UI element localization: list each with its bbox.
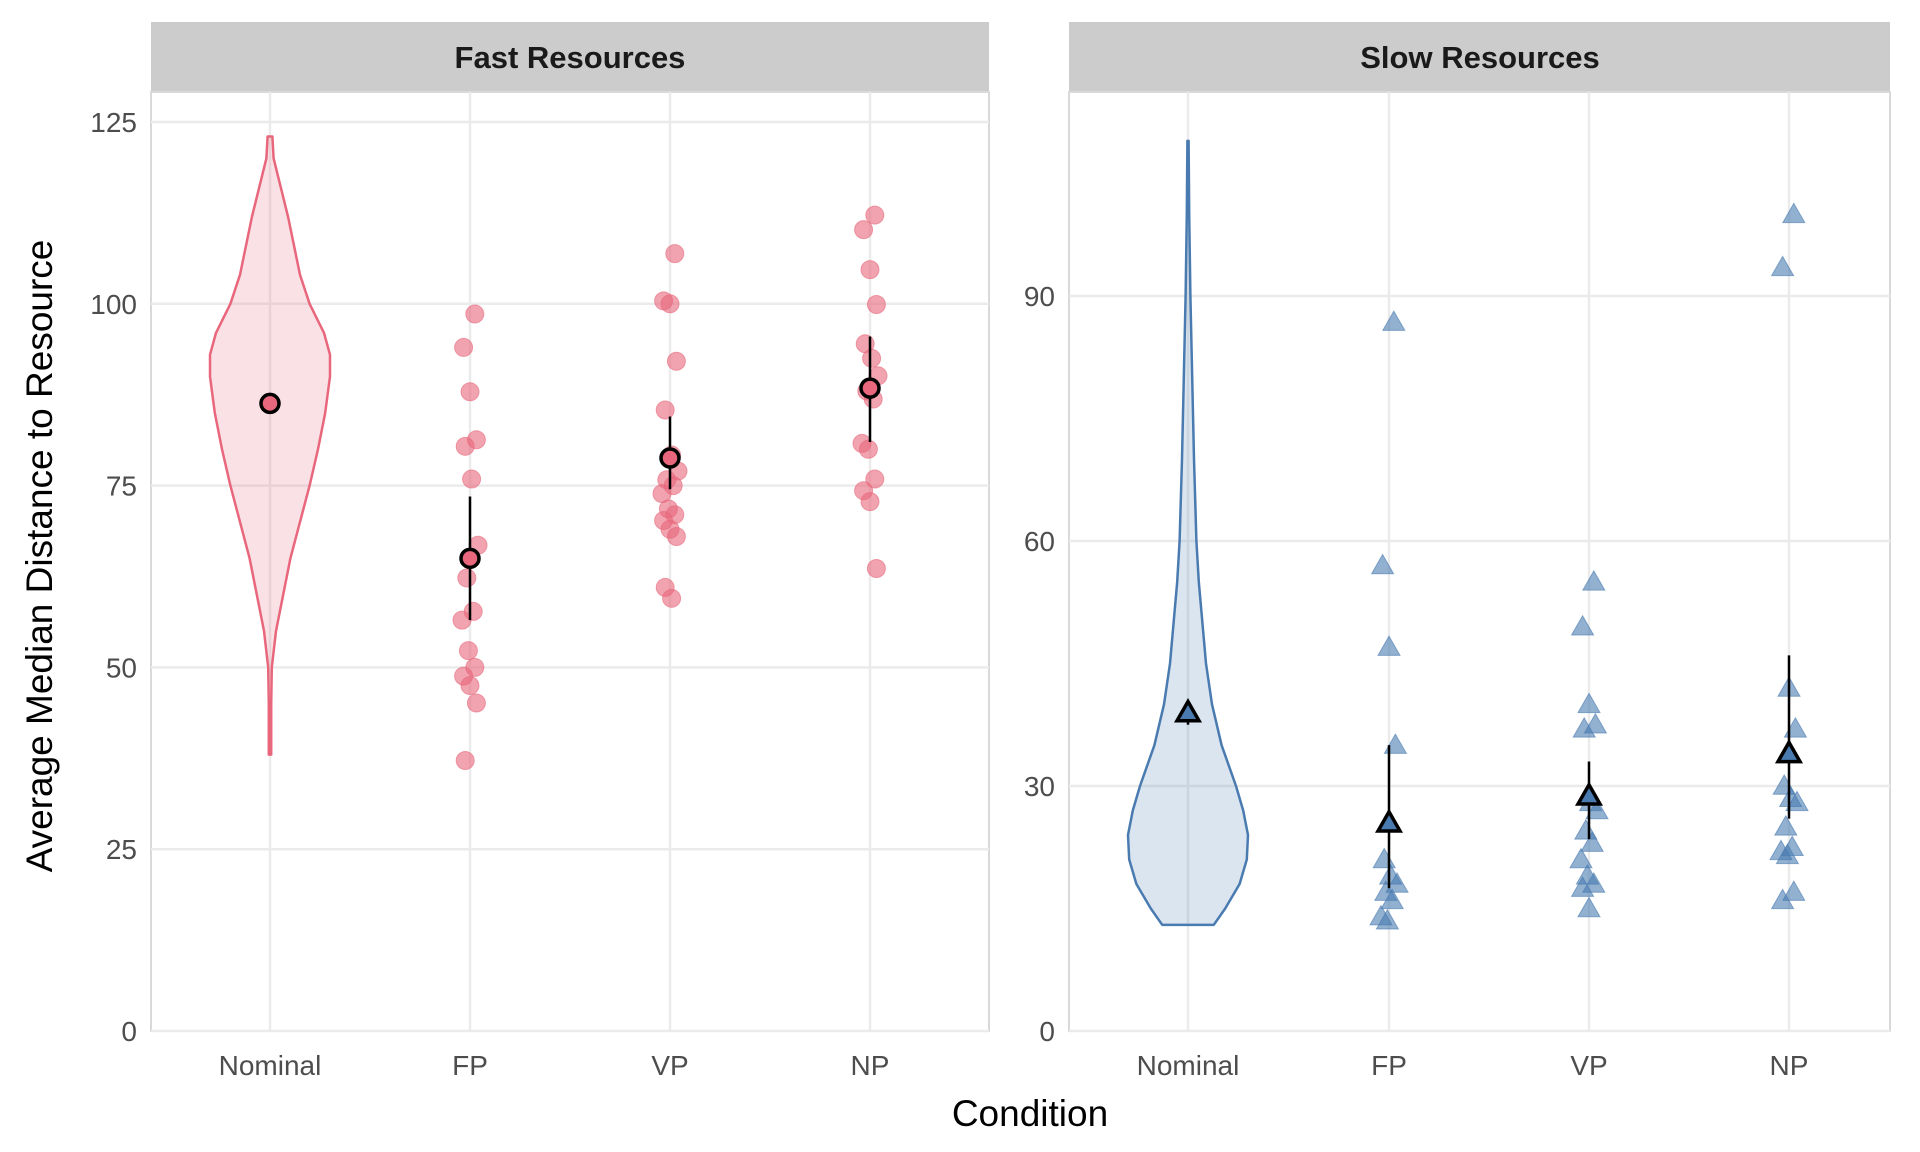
data-point xyxy=(465,304,485,324)
facet-strip-slow xyxy=(1069,22,1890,92)
data-point xyxy=(860,492,880,512)
data-point xyxy=(462,469,482,489)
mean-marker xyxy=(859,377,881,399)
x-ticks-fast: Nominal FP VP NP xyxy=(219,1050,890,1081)
data-point xyxy=(1380,888,1405,910)
data-point xyxy=(1785,790,1809,812)
mean-marker xyxy=(259,392,281,415)
data-point xyxy=(860,260,880,280)
mean-marker xyxy=(1574,781,1604,806)
data-point xyxy=(1581,569,1606,591)
y-tick-label: 0 xyxy=(1039,1016,1055,1047)
data-point xyxy=(1580,831,1605,852)
data-point xyxy=(1370,553,1395,575)
data-point xyxy=(1585,798,1609,820)
data-point xyxy=(460,676,480,696)
panel-fast-resources: Fast Resources 0 25 50 75 100 125 Nomina… xyxy=(90,22,990,1081)
data-point xyxy=(666,527,686,547)
facet-title-fast: Fast Resources xyxy=(455,40,686,75)
y-tick-label: 30 xyxy=(1024,771,1055,802)
mean-marker xyxy=(1173,697,1203,723)
x-tick-label: VP xyxy=(1570,1050,1607,1081)
data-point xyxy=(1572,716,1597,738)
data-point xyxy=(1577,896,1601,918)
violin-shape xyxy=(208,135,332,756)
data-point xyxy=(866,295,886,315)
data-point xyxy=(865,469,885,489)
mean-marker xyxy=(659,447,681,469)
data-point xyxy=(865,205,885,225)
data-point xyxy=(665,244,685,264)
x-tick-label: FP xyxy=(1371,1050,1407,1081)
data-point xyxy=(858,439,878,459)
data-point xyxy=(1375,908,1400,930)
data-point xyxy=(660,294,680,314)
data-point xyxy=(1773,814,1798,836)
data-point xyxy=(455,750,475,770)
violin-fast xyxy=(208,135,332,756)
facet-title-slow: Slow Resources xyxy=(1360,40,1599,75)
data-point xyxy=(454,337,474,357)
gridlines-fast xyxy=(150,91,990,1033)
data-point xyxy=(1577,692,1601,714)
data-point xyxy=(1569,847,1593,869)
x-tick-label: Nominal xyxy=(1137,1050,1240,1081)
x-axis-title: Condition xyxy=(952,1093,1108,1134)
data-point xyxy=(452,610,472,630)
violin-slow xyxy=(1126,139,1250,927)
data-point xyxy=(458,641,478,661)
x-tick-label: NP xyxy=(851,1050,890,1081)
data-point xyxy=(666,351,686,371)
x-tick-label: Nominal xyxy=(219,1050,322,1081)
data-point xyxy=(1770,888,1795,910)
data-point xyxy=(1385,871,1409,893)
data-point xyxy=(1781,202,1806,224)
summary-fast xyxy=(259,336,881,621)
data-point xyxy=(455,436,475,456)
data-point xyxy=(1781,880,1806,901)
data-point xyxy=(1770,255,1795,277)
data-point xyxy=(466,693,486,713)
facet-strip-fast xyxy=(151,22,989,92)
y-axis-title: Average Median Distance to Resource xyxy=(19,240,60,873)
data-point xyxy=(1570,614,1595,636)
data-point xyxy=(1381,310,1406,331)
x-tick-label: FP xyxy=(452,1050,488,1081)
y-ticks-slow: 0 30 60 90 xyxy=(1024,281,1055,1047)
y-tick-label: 100 xyxy=(90,289,137,320)
x-ticks-slow: Nominal FP VP NP xyxy=(1137,1050,1809,1081)
mean-marker xyxy=(1774,738,1804,764)
data-point xyxy=(662,588,682,608)
data-point xyxy=(460,382,480,402)
mean-marker xyxy=(459,547,481,570)
y-ticks-fast: 0 25 50 75 100 125 xyxy=(90,107,137,1047)
data-point xyxy=(866,559,886,579)
data-point xyxy=(854,220,874,240)
y-tick-label: 125 xyxy=(90,107,137,138)
panel-slow-resources: Slow Resources 0 30 60 90 Nominal FP VP … xyxy=(1024,22,1891,1081)
x-tick-label: VP xyxy=(651,1050,688,1081)
y-tick-label: 60 xyxy=(1024,526,1055,557)
data-point xyxy=(655,400,675,420)
y-tick-label: 90 xyxy=(1024,281,1055,312)
data-point xyxy=(1775,843,1800,865)
y-tick-label: 25 xyxy=(106,834,137,865)
data-point xyxy=(1570,876,1595,897)
violin-shape xyxy=(1126,139,1250,927)
y-tick-label: 75 xyxy=(106,471,137,502)
y-tick-label: 0 xyxy=(121,1016,137,1047)
summary-slow xyxy=(1173,655,1804,889)
data-point xyxy=(457,568,477,588)
x-tick-label: NP xyxy=(1770,1050,1809,1081)
y-tick-label: 50 xyxy=(106,652,137,683)
data-point xyxy=(1377,635,1401,656)
data-point xyxy=(862,348,882,368)
mean-marker xyxy=(1374,808,1404,833)
